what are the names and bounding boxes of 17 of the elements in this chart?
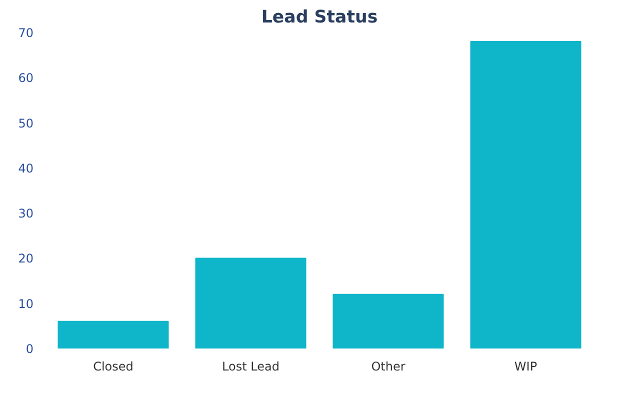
y-tick-label: 20 (18, 252, 34, 266)
x-tick-label: Lost Lead (222, 360, 280, 374)
x-tick-label: WIP (514, 360, 538, 374)
y-tick-label: 30 (18, 206, 34, 221)
bar (332, 294, 444, 348)
y-tick-label: 50 (18, 116, 34, 130)
x-tick-label: Other (371, 360, 406, 374)
bar (195, 258, 306, 348)
y-tick-label: 0 (26, 342, 34, 356)
x-tick-label: Closed (93, 360, 134, 374)
bar (470, 41, 582, 348)
y-tick-label: 70 (18, 26, 34, 40)
bar (58, 320, 169, 348)
y-tick-label: 40 (18, 161, 34, 176)
chart-title: Lead Status (261, 8, 378, 28)
y-tick-label: 10 (18, 296, 34, 311)
y-tick-label: 60 (18, 71, 34, 86)
